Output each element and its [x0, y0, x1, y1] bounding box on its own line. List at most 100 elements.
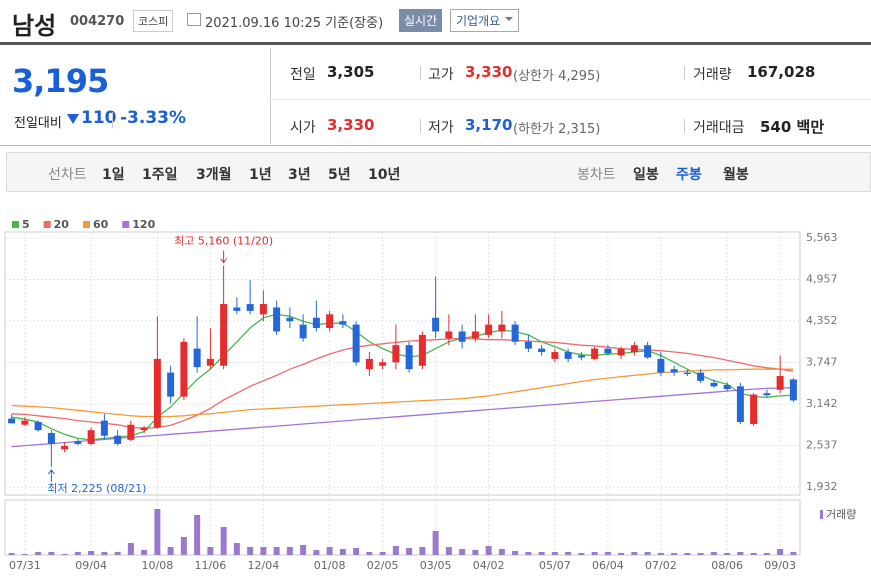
stock-code: 004270 — [70, 14, 125, 29]
tab[interactable]: 1년 — [249, 167, 272, 183]
y-tick-label: 3,747 — [806, 356, 838, 369]
stock-name: 남성 — [12, 12, 57, 40]
volume-bar — [763, 553, 770, 555]
tab[interactable]: 1주일 — [142, 167, 178, 183]
volume-bar — [671, 553, 678, 555]
legend-label: 120 — [132, 218, 155, 231]
candle-body — [630, 345, 638, 353]
legend-swatch — [12, 221, 19, 228]
low-annotation: 최저 2,225 (08/21) — [47, 482, 146, 495]
candle-body — [551, 352, 559, 359]
volume-bar — [777, 549, 784, 555]
candle-body — [524, 341, 532, 349]
stat-value: 3,305 — [327, 63, 375, 81]
quote-rule — [0, 145, 871, 146]
company-button[interactable]: 기업개요 — [450, 9, 520, 32]
volume-bar — [644, 552, 651, 555]
tab[interactable]: 주봉 — [676, 167, 702, 183]
candle-body — [736, 386, 744, 422]
moving-average-line — [11, 337, 794, 429]
candle-body — [750, 394, 758, 425]
candle-body — [644, 345, 652, 358]
candle-body — [140, 427, 148, 431]
candle-body — [485, 324, 493, 335]
volume-bar — [750, 553, 757, 555]
realtime-button[interactable]: 실시간 — [399, 9, 443, 32]
volume-bar — [48, 552, 55, 555]
volume-bar — [101, 552, 108, 555]
candle-body — [789, 379, 797, 401]
legend-label: 60 — [93, 218, 109, 231]
y-tick-label: 2,537 — [806, 439, 838, 452]
volume-bar — [339, 549, 346, 555]
tab[interactable]: 10년 — [368, 167, 401, 183]
tab[interactable]: 1일 — [102, 167, 125, 183]
candle-body — [61, 445, 69, 450]
candle-body — [776, 376, 784, 390]
volume-bar — [167, 547, 174, 555]
y-tick-label: 3,142 — [806, 397, 838, 410]
x-tick-label: 07/31 — [9, 559, 41, 572]
legend-label: 20 — [54, 218, 70, 231]
volume-bar — [273, 547, 280, 555]
volume-frame — [4, 499, 801, 556]
volume-bar — [353, 548, 360, 555]
x-tick-label: 12/04 — [248, 559, 280, 572]
row-rule — [271, 99, 871, 100]
stat-label: 저가 — [428, 120, 454, 136]
volume-bar — [551, 552, 558, 555]
candle-body — [8, 418, 16, 424]
volume-bar — [591, 552, 598, 555]
volume-bar — [61, 554, 68, 555]
volume-bar — [578, 553, 585, 555]
volume-bar — [233, 543, 240, 555]
volume-bar — [220, 527, 227, 555]
x-tick-label: 09/03 — [764, 559, 796, 572]
stat-value: 3,330 — [327, 116, 375, 134]
stat-note: (하한가 2,315) — [513, 122, 601, 137]
candle-body — [617, 348, 625, 356]
volume-bar — [114, 552, 121, 555]
x-tick-label: 05/07 — [539, 559, 571, 572]
legend-swatch — [82, 221, 90, 228]
plot-frame — [4, 231, 801, 496]
tab: 선차트 — [48, 167, 87, 183]
x-tick-label: 04/02 — [473, 559, 505, 572]
candle-body — [538, 348, 546, 353]
moving-average-line — [11, 368, 794, 418]
volume-bar — [710, 552, 717, 555]
x-tick-label: 02/05 — [367, 559, 399, 572]
tab[interactable]: 월봉 — [723, 167, 749, 183]
volume-bar — [737, 552, 744, 555]
chart: 5,563 4,957 4,352 3,747 3,142 2,537 1,932 07/31… — [4, 218, 856, 572]
candle-body — [259, 304, 267, 315]
volume-bar — [790, 552, 797, 555]
volume-bar — [419, 547, 426, 555]
candle-body — [604, 348, 612, 354]
volume-bar — [485, 546, 492, 555]
y-tick-label: 4,352 — [806, 314, 838, 327]
candle-body — [577, 355, 585, 358]
tab[interactable]: 일봉 — [633, 167, 659, 183]
candle-body — [286, 317, 294, 322]
candle-body — [339, 321, 347, 325]
tab[interactable]: 3년 — [288, 167, 311, 183]
tab: 봉차트 — [577, 167, 616, 183]
x-tick-label: 11/06 — [195, 559, 227, 572]
candle-body — [432, 317, 440, 332]
y-tick-label: 4,957 — [806, 273, 838, 286]
candle-body — [246, 304, 254, 311]
candle-body — [312, 317, 320, 329]
stat-label: 거래대금 — [693, 120, 745, 136]
stat-value: 3,170 — [465, 116, 513, 134]
volume-bar — [525, 552, 532, 555]
tab[interactable]: 5년 — [328, 167, 351, 183]
volume-bar — [697, 553, 704, 555]
volume-bar — [459, 549, 466, 555]
tab[interactable]: 3개월 — [196, 167, 232, 183]
candle-body — [763, 393, 771, 396]
change-rate: -3.33% — [120, 108, 187, 128]
volume-bar — [538, 552, 545, 555]
x-tick-label: 10/08 — [142, 559, 174, 572]
volume-bar — [180, 537, 187, 555]
